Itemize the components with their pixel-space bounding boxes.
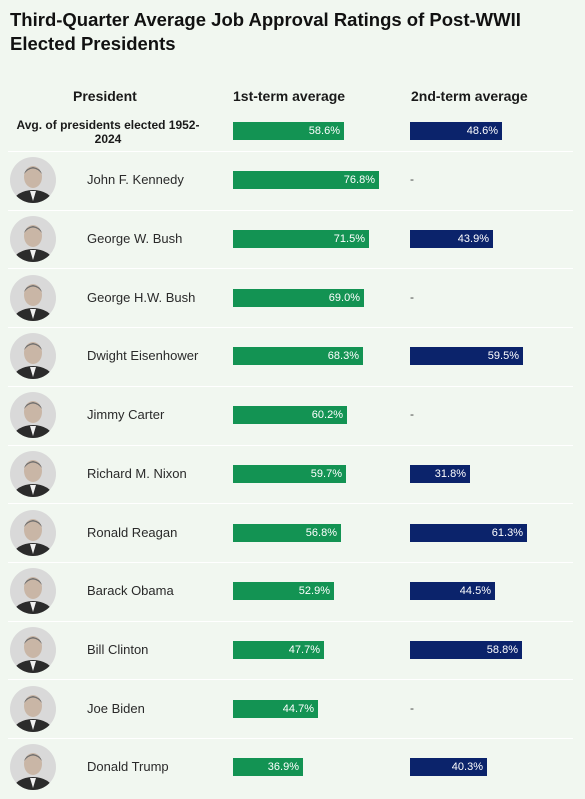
row-separator — [8, 679, 573, 681]
chart-title: Third-Quarter Average Job Approval Ratin… — [10, 9, 521, 54]
column-header-first-term: 1st-term average — [233, 88, 346, 104]
president-name: John F. Kennedy — [87, 172, 184, 188]
president-name: Bill Clinton — [87, 641, 149, 657]
no-second-term-dash: - — [410, 172, 414, 187]
second-term-bar: 31.8% — [410, 464, 470, 483]
average-second-term-bar: 48.6% — [410, 122, 502, 140]
president-name: Jimmy Carter — [87, 407, 165, 423]
first-term-bar: 69.0% — [233, 288, 364, 307]
row-separator — [8, 738, 573, 739]
president-portrait — [10, 685, 56, 732]
row-separator — [8, 561, 573, 563]
second-term-bar: 58.8% — [410, 640, 522, 659]
president-name: George H.W. Bush — [87, 289, 196, 305]
first-term-bar: 68.3% — [233, 347, 363, 366]
row-separator — [8, 268, 573, 270]
first-term-bar: 71.5% — [233, 230, 369, 249]
first-term-bar: 59.7% — [233, 464, 346, 483]
president-portrait — [10, 509, 56, 556]
president-portrait — [10, 450, 56, 497]
first-term-bar: 44.7% — [233, 699, 318, 718]
president-name: George W. Bush — [87, 231, 183, 247]
president-name: Barack Obama — [87, 583, 174, 599]
row-separator — [8, 209, 573, 211]
second-term-bar: 61.3% — [410, 523, 527, 542]
row-separator — [8, 151, 573, 152]
second-term-bar: 40.3% — [410, 758, 487, 777]
first-term-bar: 76.8% — [233, 171, 379, 190]
no-second-term-dash: - — [410, 700, 414, 715]
row-separator — [8, 327, 573, 329]
president-portrait — [10, 333, 56, 380]
average-row-label: Avg. of presidents elected 1952-2024 — [16, 118, 200, 146]
president-portrait — [10, 392, 56, 439]
first-term-bar: 47.7% — [233, 640, 324, 659]
first-term-bar: 56.8% — [233, 523, 341, 542]
first-term-bar: 52.9% — [233, 582, 334, 601]
president-portrait — [10, 744, 56, 791]
president-portrait — [10, 274, 56, 321]
president-name: Richard M. Nixon — [87, 465, 187, 481]
column-header-president: President — [73, 88, 137, 104]
first-term-bar: 60.2% — [233, 406, 347, 425]
row-separator — [8, 503, 573, 505]
second-term-bar: 44.5% — [410, 582, 495, 601]
president-portrait — [10, 568, 56, 615]
no-second-term-dash: - — [410, 407, 414, 422]
row-separator — [8, 444, 573, 446]
row-separator — [8, 620, 573, 622]
second-term-bar: 59.5% — [410, 347, 523, 366]
president-portrait — [10, 157, 56, 204]
no-second-term-dash: - — [410, 289, 414, 304]
president-name: Donald Trump — [87, 759, 169, 775]
first-term-bar: 36.9% — [233, 758, 303, 777]
second-term-bar: 43.9% — [410, 230, 493, 249]
column-header-second-term: 2nd-term average — [411, 88, 528, 104]
president-portrait — [10, 216, 56, 263]
president-name: Joe Biden — [87, 700, 145, 716]
president-name: Ronald Reagan — [87, 524, 178, 540]
row-separator — [8, 385, 573, 387]
president-name: Dwight Eisenhower — [87, 348, 199, 364]
average-first-term-bar: 58.6% — [233, 122, 344, 140]
president-portrait — [10, 626, 56, 673]
